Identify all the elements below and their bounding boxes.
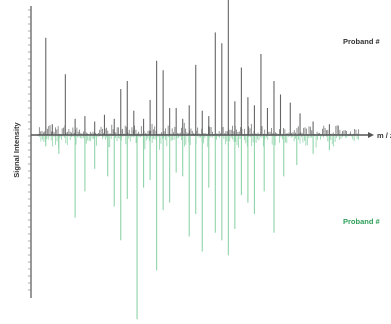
x-axis-label: m / z [377, 131, 391, 140]
y-axis-label: Signal Intensity [12, 121, 21, 177]
y-axis-ticks [28, 9, 31, 291]
series-label-proband-top: Proband # [343, 37, 381, 46]
series-label-proband-bottom: Proband # [343, 217, 381, 226]
x-axis-arrow [368, 132, 374, 138]
spectrum-bars [37, 0, 360, 320]
